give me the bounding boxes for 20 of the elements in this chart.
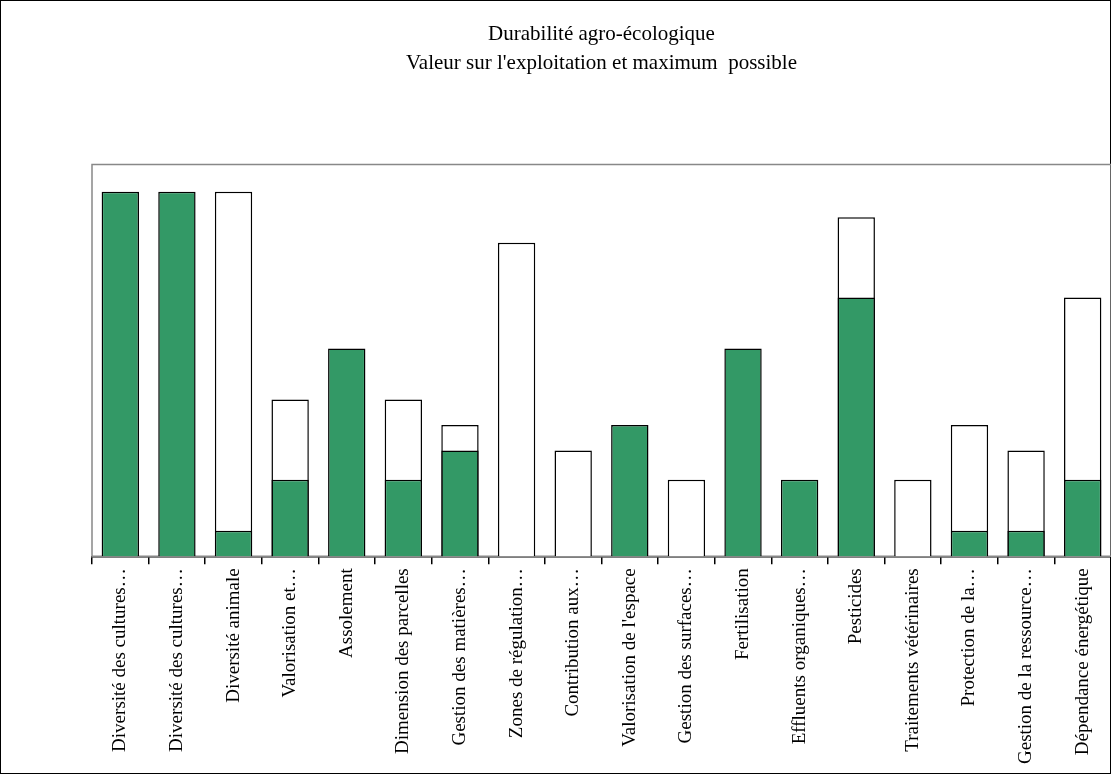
x-tick-label: Diversité animale: [221, 568, 243, 703]
x-tick-label: Gestion des surfaces…: [674, 568, 696, 744]
x-tick-label: Valorisation et…: [278, 568, 300, 698]
x-tick-label: Valorisation de l'espace: [617, 568, 639, 747]
x-tick-label: Assolement: [334, 567, 356, 658]
x-tick-label: Effluents organiques…: [787, 568, 809, 745]
x-tick-label: Dimension des parcelles: [391, 568, 413, 754]
x-tick-label: Gestion des matières…: [447, 568, 469, 746]
x-tick-label: Protection de la…: [957, 568, 979, 707]
chart-subtitle: Valeur sur l'exploitation et maximum possible: [405, 50, 798, 75]
x-tick-label: Dépendance énergétique: [1070, 568, 1092, 756]
chart-title: Durabilité agro-écologique: [488, 21, 715, 46]
x-tick-label: Gestion de la ressource…: [1014, 568, 1036, 765]
x-tick-label: Zones de régulation…: [504, 568, 526, 739]
x-tick-label: Fertilisation: [731, 567, 753, 661]
x-tick-label: Contribution aux…: [561, 568, 583, 717]
x-tick-label: Diversité des cultures…: [164, 568, 186, 752]
x-tick-label: Diversité des cultures…: [108, 568, 130, 752]
x-tick-label: Pesticides: [844, 568, 866, 645]
x-tick-label: Traitements vétérinaires: [900, 568, 922, 752]
